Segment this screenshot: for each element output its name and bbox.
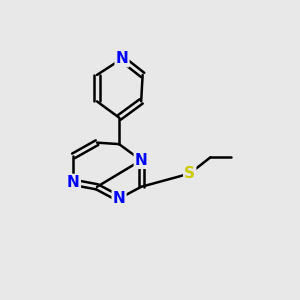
Text: N: N [135,153,148,168]
Text: N: N [67,175,80,190]
Text: N: N [113,191,125,206]
Text: N: N [116,51,128,66]
Text: S: S [184,166,195,181]
